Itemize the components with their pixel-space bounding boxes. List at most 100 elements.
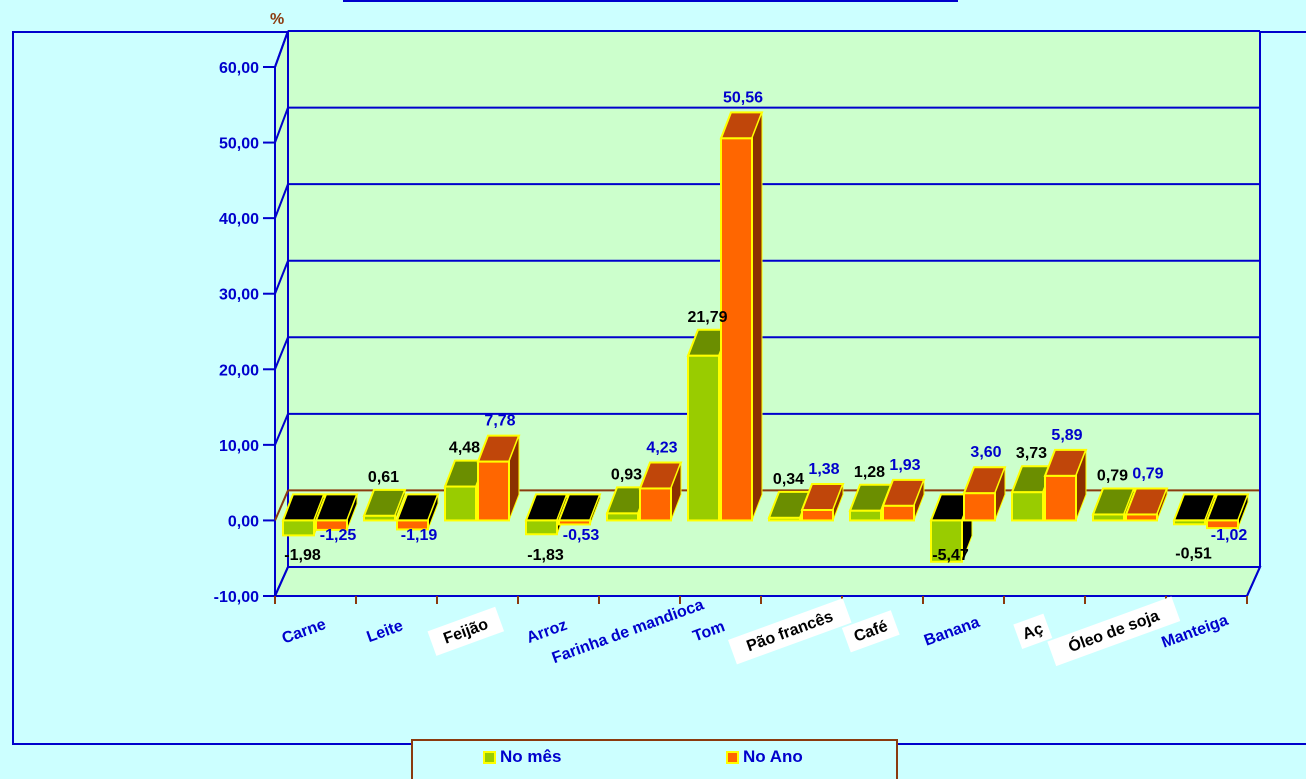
gridline-side: [274, 107, 289, 143]
bar-ano: [1044, 474, 1077, 522]
x-category-label: Óleo de soja: [1047, 596, 1181, 667]
bar-mes: [1092, 513, 1125, 522]
x-category-text: Aç: [1020, 620, 1045, 643]
bar-ano: [882, 504, 915, 522]
y-tick-label: 50,00: [219, 136, 259, 153]
bar-mes: [606, 512, 639, 522]
bar-mes: [444, 485, 477, 522]
legend: No mês No Ano: [411, 739, 898, 779]
plot-floor: [273, 566, 1262, 597]
data-label-ano: 1,38: [808, 461, 839, 478]
x-category-box: [841, 610, 900, 653]
y-tick-label: 20,00: [219, 362, 259, 379]
bar-ano: [1125, 513, 1158, 522]
y-tick-label: 60,00: [219, 60, 259, 77]
x-category-text: Farinha de mandioca: [550, 596, 706, 667]
bar-ano: [720, 137, 753, 522]
data-label-ano: -1,25: [320, 527, 357, 544]
y-tick-label: 40,00: [219, 211, 259, 228]
x-category-box: [1013, 613, 1053, 649]
gridline-side: [274, 413, 289, 446]
data-label-ano: 50,56: [723, 89, 763, 106]
data-label-mes: 3,73: [1016, 445, 1047, 462]
bar-ano: [801, 508, 834, 522]
x-category-label: Arroz: [524, 617, 569, 647]
x-category-label: Aç: [1013, 613, 1053, 649]
data-label-mes: 1,28: [854, 464, 885, 481]
legend-label-ano: No Ano: [743, 747, 803, 766]
bar-ano: [315, 519, 348, 531]
bar-mes: [282, 519, 315, 537]
legend-item-mes: No mês: [483, 747, 561, 767]
bar-mes: [1011, 491, 1044, 522]
x-category-label: Feijão: [427, 606, 505, 656]
data-label-mes: 0,61: [368, 469, 399, 486]
x-category-text: Tom: [691, 618, 727, 645]
y-tick-label: 10,00: [219, 438, 259, 455]
bar-mes: [363, 514, 396, 522]
data-label-mes: -1,83: [527, 547, 564, 564]
bar-ano: [558, 519, 591, 526]
data-label-mes: -1,98: [284, 547, 321, 564]
gridline-side: [274, 336, 289, 370]
bar-ano: [1206, 519, 1239, 530]
gridline-side: [274, 566, 289, 597]
bar-mes: [1173, 519, 1206, 526]
x-category-box: [1047, 596, 1181, 667]
title-underline: [343, 0, 958, 2]
data-label-mes: 0,79: [1097, 467, 1128, 484]
x-category-text: Banana: [922, 614, 982, 650]
data-label-ano: 3,60: [970, 444, 1001, 461]
bar-mes: [849, 509, 882, 522]
data-label-ano: 7,78: [484, 413, 515, 430]
data-label-ano: -0,53: [563, 527, 600, 544]
y-tick-label: 30,00: [219, 287, 259, 304]
gridline-side: [274, 490, 289, 521]
gridline-side: [274, 260, 289, 295]
data-label-mes: 0,34: [773, 471, 804, 488]
data-label-mes: 21,79: [687, 309, 727, 326]
bar-mes: [687, 354, 720, 522]
legend-item-ano: No Ano: [726, 747, 803, 767]
data-label-ano: 4,23: [646, 439, 677, 456]
data-label-mes: -0,51: [1175, 545, 1212, 562]
gridline-side: [274, 30, 289, 68]
x-category-box: [427, 606, 505, 656]
x-category-label: Café: [841, 610, 900, 653]
y-tick-label: -10,00: [214, 589, 259, 606]
bar-ano: [477, 460, 510, 522]
bar-ano-side: [751, 112, 763, 521]
bar-mes: [930, 519, 963, 563]
y-tick-label: 0,00: [228, 513, 259, 530]
x-category-text: Arroz: [524, 617, 569, 647]
y-axis-label: %: [270, 11, 284, 28]
x-category-text: Carne: [280, 616, 329, 648]
bar-mes: [525, 519, 558, 536]
data-label-ano: -1,02: [1211, 527, 1248, 544]
bar-ano: [639, 487, 672, 522]
data-label-mes: 4,48: [449, 440, 480, 457]
legend-label-mes: No mês: [500, 747, 562, 766]
data-label-mes: -5,47: [932, 547, 969, 564]
gridline-side: [274, 183, 289, 219]
x-category-label: Farinha de mandioca: [550, 596, 706, 667]
data-label-ano: -1,19: [401, 527, 438, 544]
x-category-text: Leite: [365, 617, 406, 646]
legend-swatch-ano: [726, 750, 739, 764]
data-label-ano: 0,79: [1132, 465, 1163, 482]
x-category-label: Banana: [922, 614, 982, 650]
data-label-ano: 5,89: [1051, 427, 1082, 444]
bar-ano: [963, 492, 996, 522]
x-category-label: Tom: [691, 618, 727, 645]
data-label-mes: 0,93: [611, 466, 642, 483]
x-category-label: Carne: [280, 616, 329, 648]
x-category-box: [728, 598, 852, 665]
x-category-label: Leite: [365, 617, 406, 646]
plot-right-floor-edge: [1246, 566, 1261, 597]
bar-ano: [396, 519, 429, 531]
data-label-ano: 1,93: [889, 457, 920, 474]
x-category-label: Pão francês: [728, 598, 852, 665]
bar-mes: [768, 516, 801, 522]
legend-swatch-mes: [483, 750, 496, 764]
